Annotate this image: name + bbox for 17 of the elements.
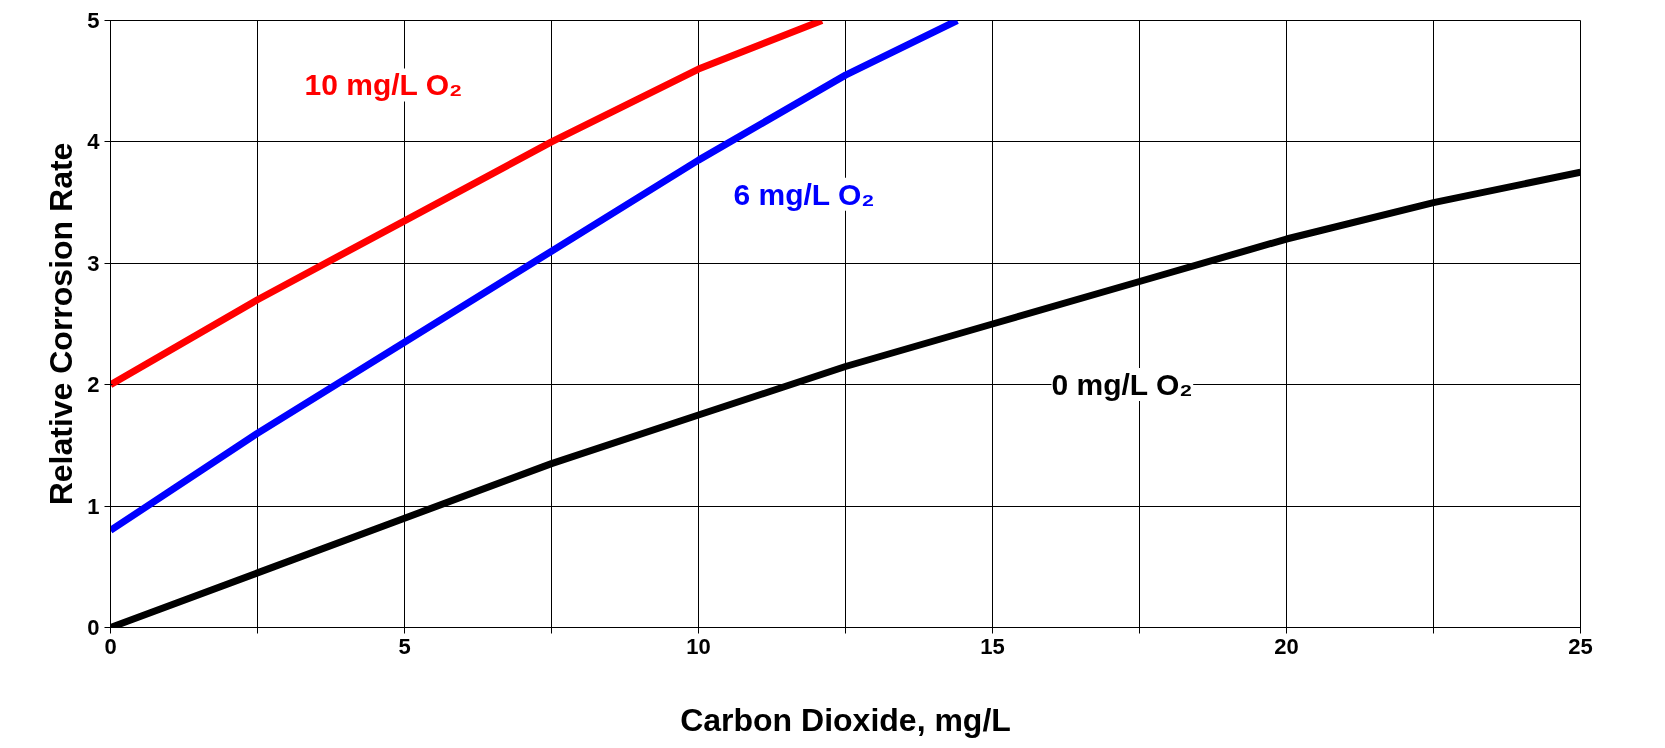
- y-tick-label: 1: [87, 493, 100, 519]
- x-axis-title: Carbon Dioxide, mg/L: [680, 701, 1011, 738]
- x-tick-label: 5: [398, 633, 411, 659]
- y-tick-label: 3: [87, 250, 100, 276]
- y-tick-label: 0: [87, 615, 100, 640]
- text: 10 mg/L O₂: [304, 68, 463, 102]
- y-tick-label: 2: [87, 372, 100, 398]
- x-tick-label: 20: [1274, 633, 1299, 659]
- series-label: 6 mg/L O₂: [733, 177, 875, 211]
- x-tick-label: 10: [686, 633, 711, 659]
- series-label: 0 mg/L O₂: [1051, 367, 1193, 401]
- y-axis-title: Relative Corrosion Rate: [43, 142, 80, 506]
- x-tick-label: 25: [1568, 633, 1593, 659]
- y-tick-label: 4: [87, 129, 101, 155]
- x-tick-label: 0: [104, 633, 117, 659]
- y-tick-label: 5: [87, 8, 100, 33]
- x-tick-label: 15: [980, 633, 1005, 659]
